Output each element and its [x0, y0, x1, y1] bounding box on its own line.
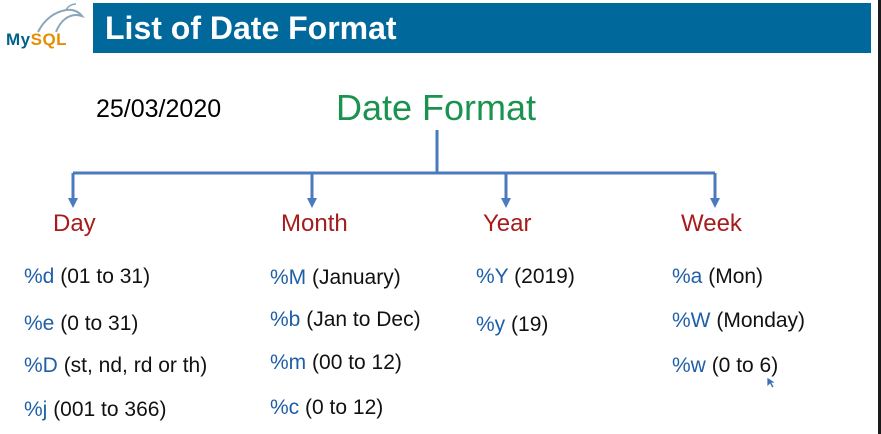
format-item: %D (st, nd, rd or th) [24, 354, 207, 378]
format-desc: (0 to 31) [60, 312, 139, 335]
format-code: %b [270, 308, 301, 331]
logo-wordmark: MySQL [6, 30, 67, 50]
dolphin-icon [37, 3, 85, 33]
logo-sql-text: SQL [30, 30, 68, 49]
format-item: %W (Monday) [672, 309, 805, 333]
category-day: Day [53, 210, 96, 237]
format-code: %a [672, 265, 703, 288]
format-desc: (00 to 12) [312, 351, 402, 374]
format-desc: (2019) [514, 265, 575, 288]
format-item: %e (0 to 31) [24, 312, 138, 336]
category-week: Week [681, 210, 742, 237]
format-code: %Y [476, 265, 509, 288]
format-code: %e [24, 312, 55, 335]
slide-header: MySQL List of Date Format [0, 0, 881, 62]
format-code: %w [672, 354, 706, 377]
format-code: %d [24, 265, 55, 288]
category-year: Year [483, 210, 532, 237]
format-code: %y [476, 313, 506, 336]
format-item: %Y (2019) [476, 265, 575, 289]
title-bar: List of Date Format [93, 3, 871, 53]
format-desc: (January) [312, 266, 401, 289]
format-code: %j [24, 398, 48, 421]
format-item: %b (Jan to Dec) [270, 308, 421, 332]
root-node-label: Date Format [336, 87, 537, 128]
mouse-cursor-icon [766, 376, 778, 389]
format-desc: (19) [511, 313, 549, 336]
window-edge [878, 0, 881, 434]
format-item: %w (0 to 6) [672, 354, 778, 378]
format-code: %m [270, 351, 307, 374]
format-item: %a (Mon) [672, 265, 763, 289]
format-desc: (Jan to Dec) [306, 308, 421, 331]
format-item: %y (19) [476, 313, 548, 337]
format-desc: (st, nd, rd or th) [63, 354, 208, 377]
format-item: %m (00 to 12) [270, 351, 402, 375]
mysql-logo: MySQL [0, 0, 90, 62]
format-item: %d (01 to 31) [24, 265, 150, 289]
format-desc: (001 to 366) [53, 398, 167, 421]
format-code: %M [270, 266, 307, 289]
format-code: %D [24, 354, 58, 377]
format-item: %c (0 to 12) [270, 396, 383, 420]
format-code: %c [270, 396, 300, 419]
logo-my-text: My [6, 30, 31, 49]
example-date: 25/03/2020 [96, 95, 222, 123]
format-desc: (0 to 12) [305, 396, 384, 419]
category-month: Month [281, 210, 348, 237]
format-desc: (0 to 6) [711, 354, 779, 377]
format-desc: (Monday) [716, 309, 806, 332]
format-item: %M (January) [270, 266, 401, 290]
format-item: %j (001 to 366) [24, 398, 166, 422]
format-desc: (01 to 31) [60, 265, 151, 288]
slide-title: List of Date Format [105, 10, 397, 46]
format-code: %W [672, 309, 711, 332]
format-desc: (Mon) [708, 265, 764, 288]
